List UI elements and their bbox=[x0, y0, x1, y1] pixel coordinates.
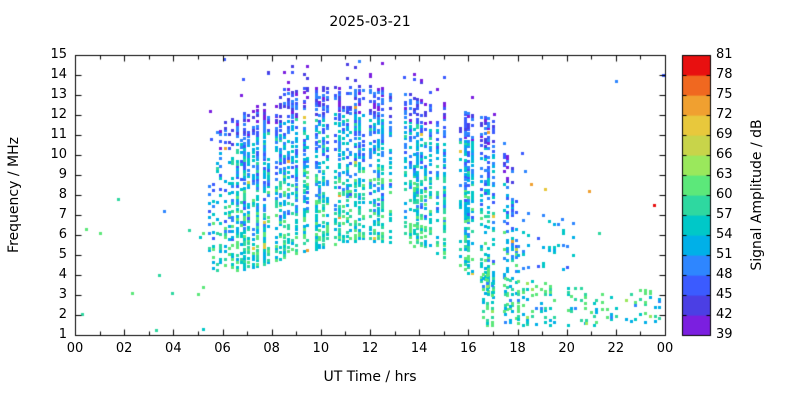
colorbar-tick-label: 75 bbox=[716, 87, 733, 102]
colorbar-tick-label: 48 bbox=[716, 267, 733, 282]
colorbar-tick-label: 60 bbox=[716, 187, 733, 202]
y-tick-label: 12 bbox=[50, 107, 67, 122]
y-tick-label: 2 bbox=[58, 307, 67, 322]
y-tick-label: 13 bbox=[50, 87, 67, 102]
colorbar-tick-label: 54 bbox=[716, 227, 733, 242]
x-tick-label: 08 bbox=[263, 341, 280, 356]
x-tick-label: 06 bbox=[214, 341, 231, 356]
y-tick-label: 8 bbox=[58, 187, 67, 202]
colorbar-tick-label: 45 bbox=[716, 287, 733, 302]
x-tick-label: 22 bbox=[607, 341, 625, 356]
x-tick-label: 18 bbox=[509, 341, 526, 356]
x-tick-label: 00 bbox=[66, 341, 84, 356]
colorbar-tick-label: 63 bbox=[716, 167, 733, 182]
y-tick-label: 15 bbox=[50, 47, 67, 62]
x-tick-label: 10 bbox=[312, 341, 330, 356]
colorbar-tick-label: 66 bbox=[716, 147, 733, 162]
colorbar-tick-label: 72 bbox=[716, 107, 733, 122]
x-tick-label: 12 bbox=[361, 341, 379, 356]
y-tick-label: 7 bbox=[58, 207, 67, 222]
colorbar-label: Signal Amplitude / dB bbox=[749, 119, 765, 271]
x-tick-label: 00 bbox=[656, 341, 674, 356]
colorbar-tick-label: 51 bbox=[716, 247, 733, 262]
y-tick-label: 11 bbox=[50, 127, 67, 142]
y-tick-label: 14 bbox=[50, 67, 67, 82]
x-tick-label: 04 bbox=[165, 341, 182, 356]
colorbar-tick-label: 69 bbox=[716, 127, 733, 142]
colorbar-tick-label: 39 bbox=[716, 327, 733, 342]
colorbar-tick-label: 81 bbox=[716, 47, 733, 62]
x-tick-label: 02 bbox=[115, 341, 133, 356]
colorbar-tick-label: 42 bbox=[716, 307, 733, 322]
colorbar-tick-label: 57 bbox=[716, 207, 733, 222]
colorbar-tick-label: 78 bbox=[716, 67, 733, 82]
y-tick-label: 3 bbox=[58, 287, 67, 302]
y-tick-label: 6 bbox=[58, 227, 67, 242]
y-tick-label: 5 bbox=[58, 247, 67, 262]
y-tick-label: 1 bbox=[58, 327, 67, 342]
y-tick-label: 9 bbox=[58, 167, 67, 182]
y-tick-label: 10 bbox=[50, 147, 67, 162]
chart-title: 2025-03-21 bbox=[329, 14, 411, 30]
y-tick-label: 4 bbox=[58, 267, 67, 282]
x-tick-label: 14 bbox=[410, 341, 428, 356]
x-tick-label: 16 bbox=[460, 341, 477, 356]
x-axis-label: UT Time / hrs bbox=[323, 369, 417, 385]
x-tick-label: 20 bbox=[558, 341, 575, 356]
